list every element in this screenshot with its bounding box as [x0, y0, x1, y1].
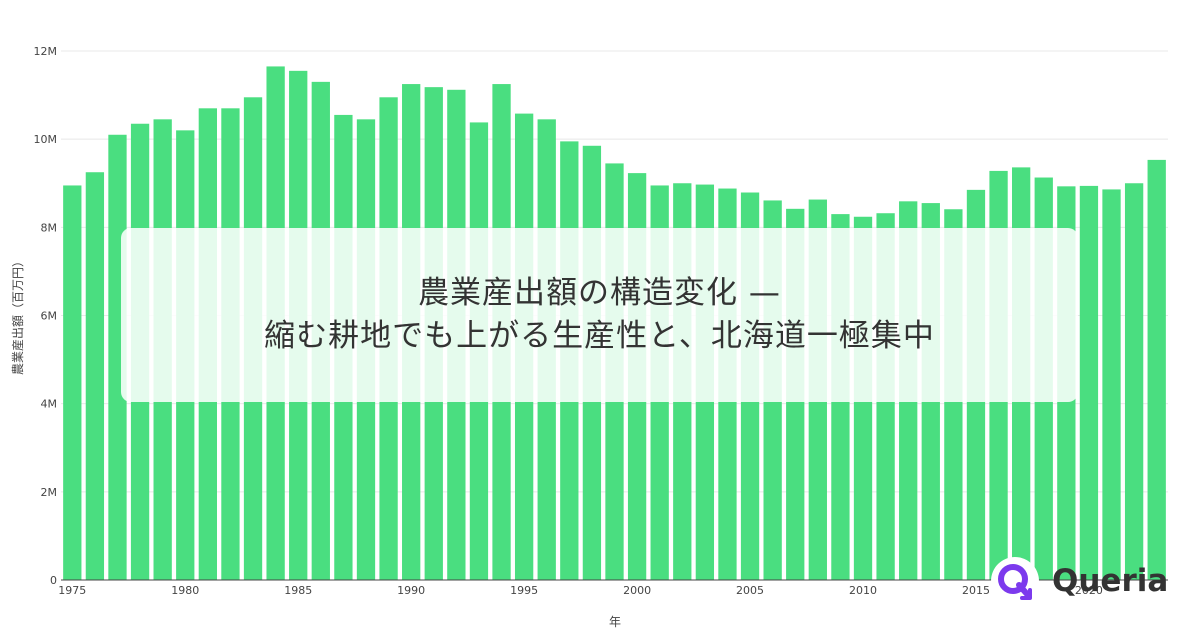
y-tick-label: 4M	[41, 398, 58, 411]
y-tick-label: 6M	[41, 310, 58, 323]
x-tick-label: 2005	[736, 584, 764, 597]
x-tick-label: 1975	[58, 584, 86, 597]
y-axis-title: 農業産出額（百万円）	[10, 255, 25, 375]
x-tick-label: 1990	[397, 584, 425, 597]
bar-1975	[63, 185, 82, 580]
x-tick-label: 1985	[284, 584, 312, 597]
logo-text: Queria	[1052, 563, 1169, 599]
x-axis-title: 年	[609, 615, 621, 629]
y-tick-label: 12M	[34, 45, 58, 58]
y-tick-label: 0	[50, 574, 57, 587]
x-axis-ticks: 1975 1980 1985 1990 1995 2000 2005 2010 2015 2020	[58, 584, 1103, 597]
bar-1976	[85, 172, 105, 580]
y-axis-ticks: 0 2M 4M 6M 8M 10M 12M	[34, 45, 58, 587]
x-tick-label: 1995	[510, 584, 538, 597]
x-tick-label: 1980	[171, 584, 199, 597]
x-tick-label: 2020	[1075, 584, 1103, 597]
x-tick-label: 2010	[849, 584, 877, 597]
y-tick-label: 8M	[41, 221, 58, 234]
x-tick-label: 2000	[623, 584, 651, 597]
y-tick-label: 10M	[34, 133, 58, 146]
queria-logo: Queria	[990, 556, 1168, 606]
y-tick-label: 2M	[41, 486, 58, 499]
overlay-title-line-2: 縮む耕地でも上がる生産性と、北海道一極集中	[264, 318, 935, 354]
title-overlay: 農業産出額の構造変化 — 縮む耕地でも上がる生産性と、北海道一極集中	[121, 228, 1078, 402]
bar-2021	[1102, 189, 1121, 580]
queria-logo-icon	[991, 557, 1039, 605]
x-tick-label: 2015	[962, 584, 990, 597]
bar-2022	[1124, 183, 1144, 580]
overlay-title-line-1: 農業産出額の構造変化 —	[418, 275, 781, 312]
bar-2020	[1079, 185, 1099, 580]
bar-2023	[1147, 159, 1166, 580]
